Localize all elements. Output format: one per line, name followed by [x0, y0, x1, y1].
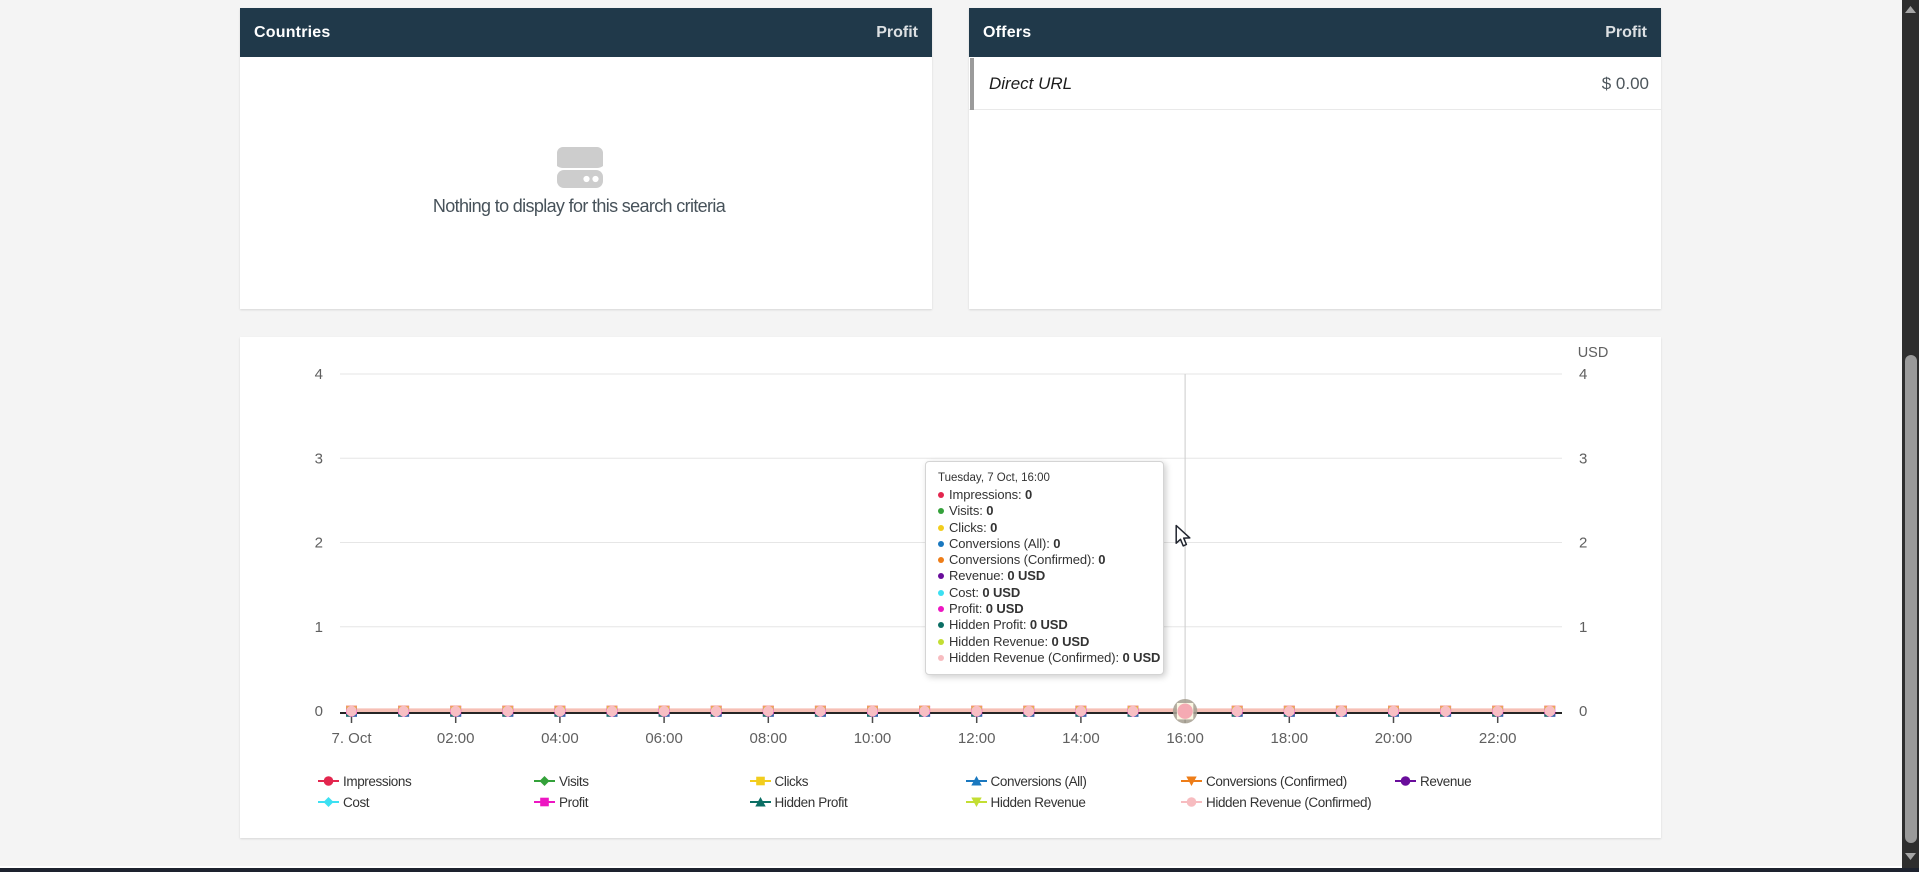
svg-text:10:00: 10:00	[854, 730, 892, 747]
svg-text:0: 0	[315, 703, 323, 720]
svg-text:20:00: 20:00	[1375, 730, 1413, 747]
svg-text:4: 4	[1579, 366, 1587, 383]
svg-text:04:00: 04:00	[541, 730, 579, 747]
svg-text:14:00: 14:00	[1062, 730, 1100, 747]
svg-text:3: 3	[315, 450, 323, 467]
svg-text:0: 0	[1579, 703, 1587, 720]
svg-text:1: 1	[315, 619, 323, 636]
svg-text:USD: USD	[1578, 345, 1609, 361]
svg-text:1: 1	[1579, 619, 1587, 636]
svg-text:18:00: 18:00	[1271, 730, 1309, 747]
svg-text:16:00: 16:00	[1166, 730, 1204, 747]
svg-text:4: 4	[315, 366, 323, 383]
svg-text:06:00: 06:00	[645, 730, 683, 747]
svg-text:2: 2	[1579, 535, 1587, 552]
svg-text:7. Oct: 7. Oct	[331, 730, 372, 747]
svg-text:2: 2	[315, 535, 323, 552]
svg-text:08:00: 08:00	[750, 730, 788, 747]
svg-text:02:00: 02:00	[437, 730, 475, 747]
svg-text:12:00: 12:00	[958, 730, 996, 747]
svg-text:22:00: 22:00	[1479, 730, 1517, 747]
svg-text:3: 3	[1579, 450, 1587, 467]
